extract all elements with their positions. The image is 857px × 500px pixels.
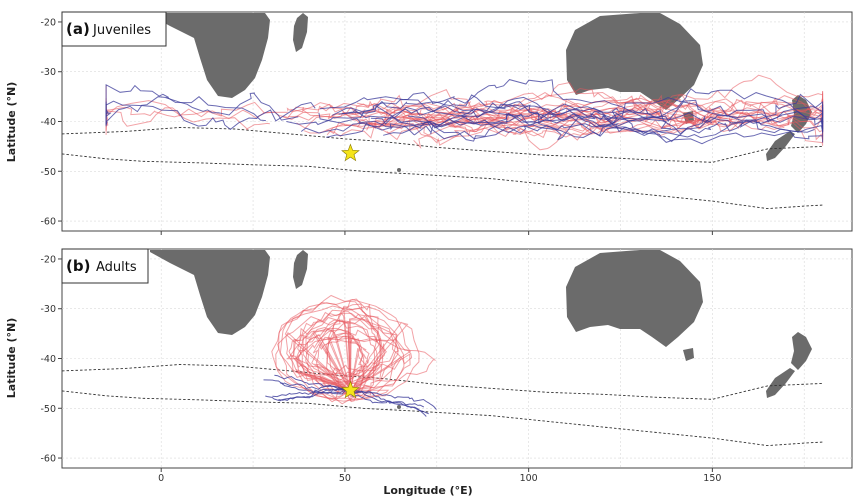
land-nz-south — [766, 368, 795, 398]
land-australia — [566, 13, 703, 110]
land-australia — [566, 250, 703, 347]
land-nz-south — [766, 131, 795, 161]
land-juveniles — [150, 13, 812, 172]
adult-track — [354, 390, 437, 410]
x-axis-label: Longitude (°E) — [383, 484, 472, 497]
y-tick-label: -50 — [40, 167, 56, 178]
x-tick-label: 100 — [520, 473, 538, 484]
fronts-adults — [62, 364, 823, 447]
x-tick-label: 50 — [339, 473, 351, 484]
y-ticks-adults: -20 -30 -40 -50 -60 — [40, 254, 62, 465]
panel-adults-tag: (b) — [66, 257, 90, 275]
adult-track — [286, 336, 413, 391]
adult-track — [272, 387, 349, 398]
juvenile-track — [338, 105, 815, 137]
oceanic-front-line — [62, 127, 823, 163]
x-tick-label: 150 — [703, 473, 721, 484]
juvenile-track — [356, 94, 721, 128]
oceanic-front-line — [62, 390, 823, 447]
y-tick-label: -30 — [40, 304, 56, 315]
y-axis-label-juveniles: Latitude (°N) — [5, 82, 18, 162]
panel-juveniles: (a) Juveniles -20 -30 -40 -50 -60 — [40, 11, 853, 232]
fronts-juveniles — [62, 127, 823, 210]
y-tick-label: -60 — [40, 217, 56, 228]
adult-track — [293, 335, 437, 391]
panel-adults-label: Adults — [96, 260, 137, 275]
panel-adults: (b) Adults -20 -30 -40 -50 -60 — [40, 248, 853, 469]
land-madagascar — [293, 13, 308, 52]
juvenile-track — [407, 106, 713, 143]
adult-track — [350, 393, 427, 417]
juvenile-track — [319, 94, 672, 130]
panel-juveniles-tag: (a) — [66, 20, 90, 38]
y-tick-label: -20 — [40, 17, 56, 28]
land-adults — [150, 250, 812, 409]
y-tick-label: -40 — [40, 354, 56, 365]
adult-track — [327, 303, 380, 403]
oceanic-front-line — [62, 153, 823, 210]
juvenile-track — [105, 100, 316, 131]
panel-adults-frame — [61, 248, 853, 469]
y-axis-label-adults: Latitude (°N) — [5, 318, 18, 398]
panel-adults-label-box — [61, 248, 149, 284]
juvenile-track — [105, 83, 266, 122]
adult-track — [284, 301, 380, 391]
y-tick-label: -40 — [40, 117, 56, 128]
colony-star-adults — [341, 380, 360, 399]
oceanic-front-line — [62, 364, 823, 400]
land-africa — [150, 13, 270, 98]
land-nz-north — [791, 332, 812, 370]
y-tick-label: -60 — [40, 454, 56, 465]
y-tick-label: -50 — [40, 404, 56, 415]
y-ticks-juveniles: -20 -30 -40 -50 -60 — [40, 17, 62, 228]
adult-track — [296, 315, 405, 405]
panel-juveniles-label-box — [61, 11, 167, 47]
land-madagascar — [293, 250, 308, 289]
adult-track — [274, 374, 347, 391]
y-tick-label: -30 — [40, 67, 56, 78]
colony-star-icon — [341, 380, 360, 399]
colony-star-juveniles — [341, 143, 360, 162]
colony-star-icon — [341, 143, 360, 162]
juvenile-track — [342, 97, 824, 139]
land-kerguelen — [397, 168, 401, 172]
panel-juveniles-label: Juveniles — [92, 23, 151, 38]
land-kerguelen — [397, 405, 401, 409]
adult-track — [263, 379, 347, 395]
x-ticks: 0 50 100 150 — [158, 231, 721, 484]
tracks-juveniles — [105, 74, 824, 151]
adult-track — [271, 298, 412, 402]
y-tick-label: -20 — [40, 254, 56, 265]
x-tick-label: 0 — [158, 473, 164, 484]
adult-track — [265, 389, 348, 402]
land-africa — [150, 250, 270, 335]
land-tasmania — [683, 348, 694, 361]
